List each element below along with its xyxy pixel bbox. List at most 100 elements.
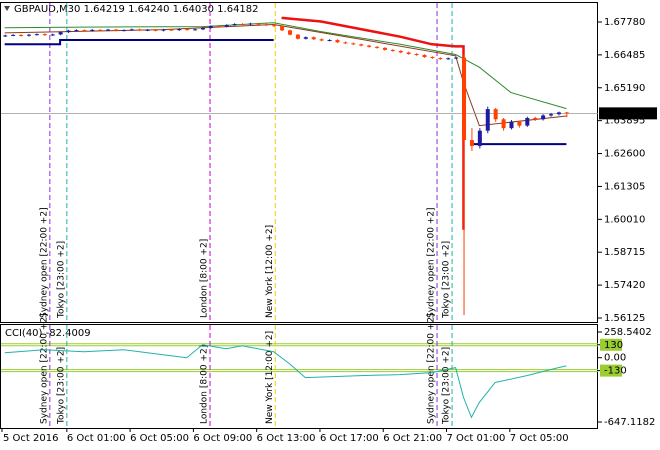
y-tick-label: 1.66485 bbox=[604, 50, 645, 61]
candle-body bbox=[90, 29, 95, 31]
candle-body bbox=[169, 29, 174, 31]
candle-body bbox=[335, 40, 340, 43]
session-label: London [8:00 +2] bbox=[200, 345, 210, 424]
candle-body bbox=[541, 115, 546, 120]
candle-body bbox=[438, 58, 443, 60]
candle-body bbox=[200, 27, 205, 30]
y-tick-label: 1.62600 bbox=[604, 149, 645, 160]
candle-body bbox=[193, 29, 198, 31]
last-price-box bbox=[599, 107, 657, 120]
session-label: Tokyo [23:00 +2] bbox=[442, 347, 452, 425]
candle-body bbox=[469, 140, 474, 146]
candle-body bbox=[58, 32, 63, 35]
candle-body bbox=[303, 37, 308, 39]
candle-body bbox=[113, 29, 118, 31]
candle-body bbox=[517, 121, 522, 126]
x-tick-label: 5 Oct 2016 bbox=[3, 433, 58, 444]
y-tick-label: -130 bbox=[604, 366, 627, 377]
candle-body bbox=[430, 57, 435, 59]
candle-body bbox=[74, 30, 79, 32]
session-label: London [8:00 +2] bbox=[200, 239, 210, 318]
candle-body bbox=[185, 29, 190, 31]
candle-body bbox=[216, 26, 221, 28]
candle-body bbox=[564, 112, 569, 114]
x-tick-label: 6 Oct 09:00 bbox=[193, 433, 252, 444]
candle-body bbox=[288, 30, 293, 35]
indicator-line bbox=[4, 39, 567, 146]
candle-body bbox=[177, 29, 182, 31]
candle-body bbox=[129, 29, 134, 31]
candle-body bbox=[82, 30, 87, 32]
session-label: Sydney open [22:00 +2] bbox=[427, 313, 437, 424]
candle-body bbox=[525, 117, 530, 126]
candle-body bbox=[446, 58, 451, 60]
y-tick-label: -647.1182 bbox=[604, 417, 655, 428]
candle-body bbox=[549, 114, 554, 116]
candle-body bbox=[406, 52, 411, 54]
candle-body bbox=[375, 46, 380, 48]
candle-body bbox=[272, 25, 277, 27]
candle-body bbox=[248, 23, 253, 25]
symbol-icon bbox=[4, 6, 10, 11]
level-label-box bbox=[600, 338, 622, 351]
candle-body bbox=[462, 57, 467, 141]
candle-body bbox=[319, 39, 324, 41]
candle-body bbox=[343, 42, 348, 44]
y-tick-label: 1.63895 bbox=[604, 116, 645, 127]
candle-body bbox=[42, 34, 47, 36]
candle-body bbox=[137, 29, 142, 31]
session-label: New York [12:00 +2] bbox=[265, 225, 275, 318]
candle-body bbox=[414, 53, 419, 56]
session-label: Sydney open [22:00 +2] bbox=[427, 207, 437, 318]
x-tick-label: 6 Oct 13:00 bbox=[257, 433, 316, 444]
y-tick-label: 258.5402 bbox=[604, 327, 652, 338]
candle-body bbox=[398, 50, 403, 53]
candle-body bbox=[232, 24, 237, 26]
y-tick-label: 1.56125 bbox=[604, 313, 645, 324]
y-tick-label: 1.57420 bbox=[604, 280, 645, 291]
candle-body bbox=[3, 35, 8, 37]
x-tick-label: 6 Oct 05:00 bbox=[130, 433, 189, 444]
candle-body bbox=[145, 29, 150, 31]
session-label: New York [12:00 +2] bbox=[265, 331, 275, 424]
candle-body bbox=[477, 130, 482, 146]
candle-body bbox=[153, 29, 158, 31]
candle-body bbox=[493, 109, 498, 120]
candle-body bbox=[264, 24, 269, 26]
x-tick-label: 7 Oct 01:00 bbox=[447, 433, 506, 444]
candle-body bbox=[359, 44, 364, 46]
candle-body bbox=[161, 29, 166, 31]
indicator-line bbox=[281, 16, 465, 230]
candle-body bbox=[11, 34, 16, 36]
x-tick-label: 7 Oct 05:00 bbox=[510, 433, 569, 444]
cci-title: CCI(40) -82.4009 bbox=[5, 328, 91, 339]
candle-body bbox=[454, 57, 459, 59]
candle-body bbox=[422, 55, 427, 58]
session-label: Sydney open [22:00 +2] bbox=[39, 207, 49, 318]
candle-body bbox=[311, 37, 316, 40]
y-tick-label: 1.61305 bbox=[604, 181, 645, 192]
x-tick-label: 6 Oct 17:00 bbox=[320, 433, 379, 444]
x-tick-label: 6 Oct 21:00 bbox=[383, 433, 442, 444]
candle-body bbox=[256, 23, 261, 25]
price-panel-frame bbox=[0, 2, 598, 323]
candle-body bbox=[485, 109, 490, 131]
candle-body bbox=[390, 49, 395, 51]
candle-body bbox=[240, 24, 245, 26]
chart-title: GBPAUD,M30 1.64219 1.64240 1.64030 1.641… bbox=[14, 4, 259, 15]
candle-body bbox=[327, 40, 332, 42]
y-tick-label: 1.60010 bbox=[604, 214, 645, 225]
candle-body bbox=[295, 34, 300, 39]
candle-body bbox=[98, 29, 103, 31]
level-label-box bbox=[600, 364, 622, 377]
candle-body bbox=[121, 30, 126, 32]
last-price-label: 1.64182 bbox=[604, 108, 645, 119]
indicator-line bbox=[4, 22, 567, 110]
cci-line bbox=[4, 344, 567, 419]
session-label: Tokyo [23:00 +2] bbox=[56, 347, 66, 425]
candle-body bbox=[34, 34, 39, 36]
x-tick-label: 6 Oct 01:00 bbox=[67, 433, 126, 444]
y-tick-label: 0.00 bbox=[604, 353, 626, 364]
candle-body bbox=[19, 34, 24, 36]
